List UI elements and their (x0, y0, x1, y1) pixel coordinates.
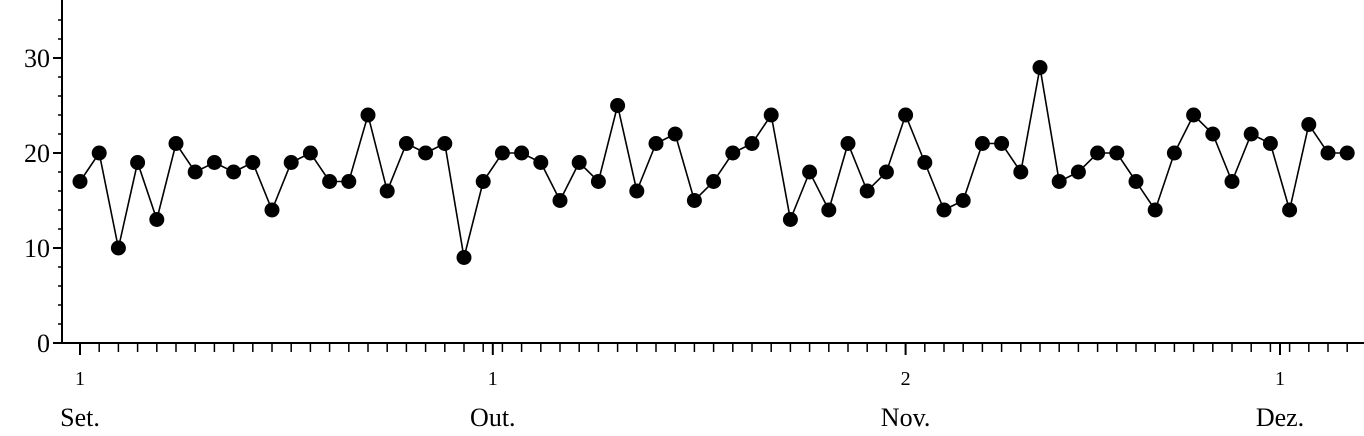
data-point (418, 145, 434, 161)
data-point (1051, 174, 1067, 189)
data-point (821, 202, 837, 218)
data-point (686, 193, 702, 208)
data-point (610, 98, 626, 113)
data-point (648, 136, 664, 151)
data-point (533, 155, 549, 170)
data-point (1320, 145, 1336, 161)
data-point (898, 107, 914, 123)
data-point (1282, 202, 1298, 218)
data-point (1032, 60, 1048, 75)
data-point (302, 145, 318, 161)
data-point (763, 107, 779, 123)
data-point (283, 155, 299, 170)
data-point (782, 212, 798, 227)
data-point (341, 174, 357, 189)
y-tick-label: 0 (37, 329, 50, 358)
data-point (226, 164, 242, 180)
data-point (802, 164, 818, 180)
y-tick-label: 30 (24, 44, 50, 73)
data-point (475, 174, 491, 189)
data-point (130, 155, 146, 170)
data-point (629, 183, 645, 199)
x-tick-label-month: Out. (470, 403, 516, 432)
data-point (744, 136, 760, 151)
data-point (1128, 174, 1144, 189)
data-point (994, 136, 1010, 151)
data-point (571, 155, 587, 170)
data-point (706, 174, 722, 189)
data-point (360, 107, 376, 123)
data-point (1166, 145, 1182, 161)
data-point (955, 193, 971, 208)
data-point (552, 193, 568, 208)
data-point (1205, 126, 1221, 142)
x-tick-label-day: 1 (488, 368, 498, 390)
data-point (379, 183, 395, 199)
y-tick-label: 10 (24, 234, 50, 263)
data-point (1090, 145, 1106, 161)
data-point (514, 145, 530, 161)
data-point (840, 136, 856, 151)
data-point (1224, 174, 1240, 189)
x-tick-label-day: 1 (1275, 368, 1285, 390)
data-point (725, 145, 741, 161)
data-point (1109, 145, 1125, 161)
data-point (110, 240, 126, 256)
data-point (667, 126, 683, 142)
x-axis-markers: 1 Set. 1 Out. 2 Nov. 1 Dez. (60, 343, 1304, 432)
data-point (1243, 126, 1259, 142)
data-point (494, 145, 510, 161)
data-point (859, 183, 875, 199)
data-point (1301, 117, 1317, 132)
x-axis-ticks (79, 343, 1348, 352)
data-point (398, 136, 414, 151)
data-point (187, 164, 203, 180)
data-point (974, 136, 990, 151)
data-point (936, 202, 952, 218)
data-point (590, 174, 606, 189)
data-point (206, 155, 222, 170)
x-tick-label-day: 2 (901, 368, 911, 390)
data-point (149, 212, 165, 227)
series-line (79, 67, 1348, 258)
y-axis-ticks: 0 10 20 30 (24, 19, 62, 358)
data-point (1262, 136, 1278, 151)
data-point (1186, 107, 1202, 123)
x-tick-label-day: 1 (75, 368, 85, 390)
x-tick-label-month: Set. (60, 403, 100, 432)
data-point (917, 155, 933, 170)
data-point (168, 136, 184, 151)
data-point (1147, 202, 1163, 218)
data-point (322, 174, 338, 189)
data-point (456, 250, 472, 265)
data-point (1013, 164, 1029, 180)
y-tick-label: 20 (24, 139, 50, 168)
data-point (72, 174, 88, 189)
data-point (264, 202, 280, 218)
data-point (878, 164, 894, 180)
data-series (72, 60, 1355, 265)
x-tick-label-month: Nov. (881, 403, 931, 432)
data-point (1070, 164, 1086, 180)
data-point (245, 155, 261, 170)
data-point (1339, 145, 1355, 161)
x-tick-label-month: Dez. (1256, 403, 1304, 432)
data-point (91, 145, 107, 161)
data-point (437, 136, 453, 151)
